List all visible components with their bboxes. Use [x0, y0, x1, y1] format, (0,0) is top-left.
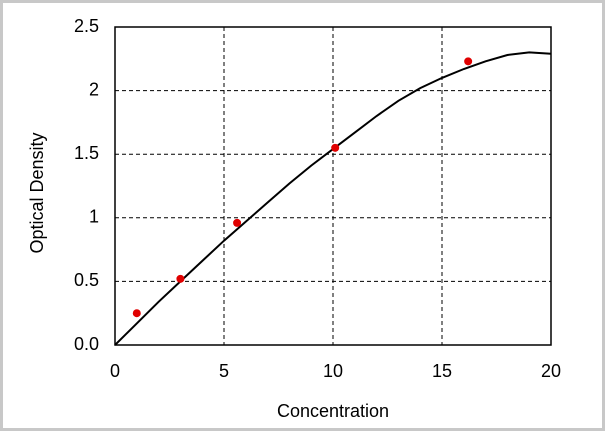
y-axis-label: Optical Density: [27, 132, 47, 253]
data-point: [132, 309, 141, 318]
x-tick-label: 15: [432, 361, 452, 381]
x-tick-label: 10: [323, 361, 343, 381]
data-point: [176, 274, 185, 283]
y-tick-label: 1.5: [74, 143, 99, 163]
x-tick-label: 20: [541, 361, 561, 381]
data-point: [233, 218, 242, 227]
data-point: [331, 143, 340, 152]
plot-border: [114, 26, 552, 346]
y-tick-label: 2: [89, 79, 99, 99]
x-tick-label: 0: [110, 361, 120, 381]
y-tick-label: 0.0: [74, 334, 99, 354]
data-point: [464, 57, 473, 66]
y-tick-label: 0.5: [74, 270, 99, 290]
y-tick-label: 1: [89, 207, 99, 227]
x-tick-label: 5: [219, 361, 229, 381]
y-tick-label: 2.5: [74, 16, 99, 36]
x-axis-label: Concentration: [277, 401, 389, 421]
